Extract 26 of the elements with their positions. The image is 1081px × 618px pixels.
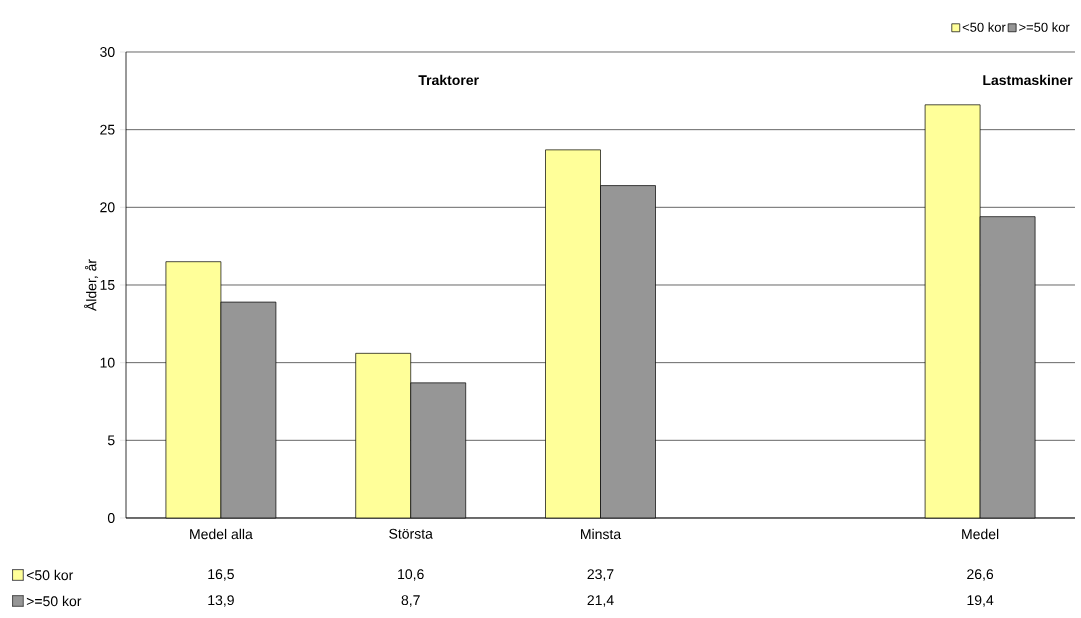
data-label: 26,6 bbox=[967, 569, 994, 581]
data-label: 16,5 bbox=[208, 569, 234, 581]
legend-label: >=50 kor bbox=[1019, 22, 1070, 32]
x-tick-label: Medel bbox=[962, 528, 999, 540]
y-axis-title: Ålder, år bbox=[84, 259, 99, 312]
data-label: 19,4 bbox=[967, 595, 994, 607]
y-tick-label: 30 bbox=[100, 47, 115, 57]
data-label: 8,7 bbox=[401, 595, 420, 607]
text: <50 kor bbox=[26, 569, 74, 581]
y-tick-label: 20 bbox=[100, 202, 115, 213]
text: >=50 kor bbox=[26, 595, 82, 607]
y-tick-label: 0 bbox=[107, 513, 115, 523]
annotation: Traktorer bbox=[418, 74, 479, 86]
y-tick-label: 15 bbox=[100, 280, 115, 290]
data-label: 13,9 bbox=[208, 595, 234, 607]
x-tick-label: Största bbox=[389, 528, 433, 539]
x-tick-label: Medel alla bbox=[190, 528, 253, 540]
y-tick-label: 5 bbox=[107, 435, 115, 446]
data-label: 10,6 bbox=[398, 569, 424, 581]
annotation: Lastmaskiner bbox=[983, 74, 1073, 86]
data-label: 23,7 bbox=[587, 569, 614, 581]
legend-label: <50 kor bbox=[962, 22, 1006, 32]
x-tick-label: Minsta bbox=[581, 528, 622, 540]
data-label: 21,4 bbox=[587, 595, 614, 607]
y-tick-label: 25 bbox=[100, 124, 115, 135]
y-tick-label: 10 bbox=[100, 357, 115, 368]
